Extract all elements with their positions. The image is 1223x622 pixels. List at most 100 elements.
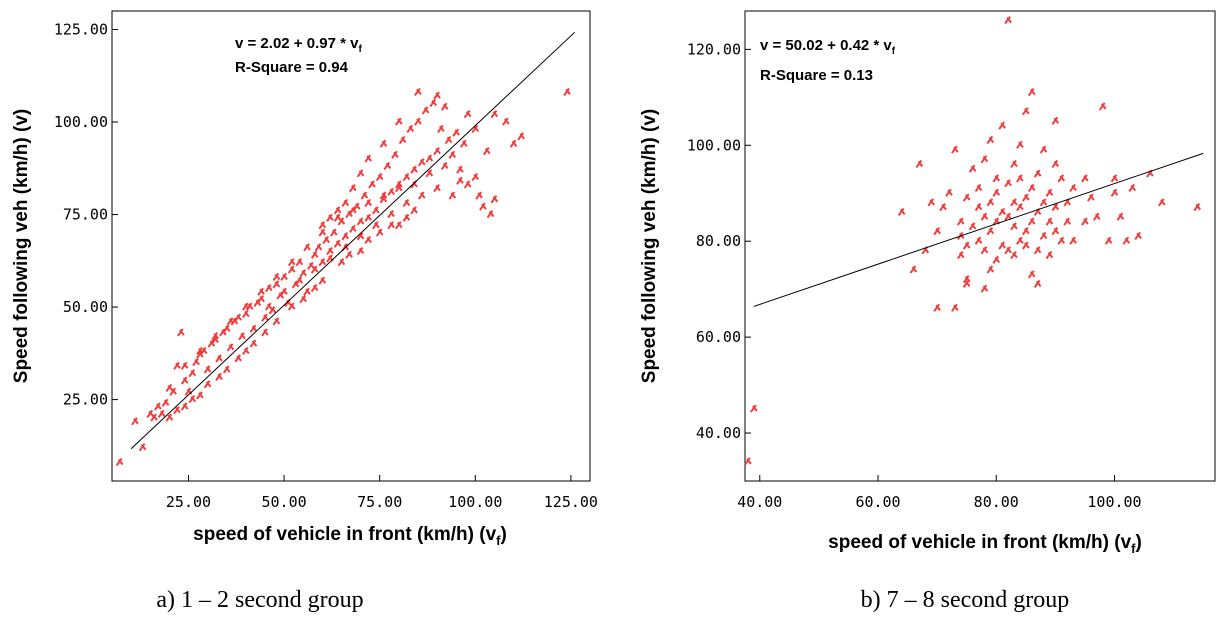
scatter-point [410, 206, 418, 215]
scatter-point [456, 165, 464, 174]
scatter-point [222, 324, 231, 333]
y-tick-label: 60.00 [696, 328, 741, 346]
scatter-point [1098, 102, 1107, 111]
scatter-point [364, 198, 372, 208]
scatter-point [184, 387, 193, 396]
scatter-point [322, 235, 330, 245]
scatter-point [1051, 203, 1060, 212]
scatter-point [509, 139, 518, 148]
scatter-point [115, 457, 124, 467]
scatter-point [333, 206, 342, 215]
scatter-point [1022, 241, 1030, 250]
scatter-point [196, 346, 204, 356]
scatter-point [398, 135, 407, 145]
scatter-point [986, 198, 995, 207]
scatter-point [272, 280, 281, 289]
scatter-point [234, 313, 242, 322]
scatter-point [394, 221, 403, 230]
scatter-point [238, 332, 246, 341]
scatter-point [968, 164, 977, 173]
scatter-point [364, 235, 372, 245]
scatter-point [992, 255, 1001, 264]
scatter-point [349, 206, 357, 215]
scatter-point [939, 203, 947, 212]
scatter-point [379, 139, 388, 148]
scatter-point [463, 180, 472, 189]
scatter-point [1057, 174, 1066, 183]
scatter-point [490, 195, 499, 204]
scatter-point [326, 213, 334, 222]
scatter-point [425, 154, 434, 163]
scatter-point [375, 228, 384, 237]
scatter-point [986, 135, 995, 145]
scatter-point [295, 258, 304, 267]
scatter-point [333, 239, 342, 248]
scatter-point [1110, 174, 1119, 183]
scatter-point [440, 102, 449, 111]
scatter-point [310, 250, 319, 259]
scatter-point [180, 376, 189, 385]
scatter-point [1045, 217, 1054, 226]
x-tick-label: 125.00 [544, 493, 598, 511]
scatter-point [310, 283, 319, 293]
scatter-point [1016, 203, 1024, 212]
scatter-point [414, 117, 422, 126]
x-tick-label: 40.00 [737, 493, 782, 511]
scatter-point [406, 124, 415, 134]
scatter-point [257, 287, 265, 296]
x-tick-label: 75.00 [357, 493, 402, 511]
scatter-point [433, 91, 441, 100]
scatter-point [138, 443, 147, 452]
scatter-point [318, 228, 327, 237]
scatter-point [165, 413, 174, 422]
scatter-point [387, 209, 395, 219]
scatter-point [1045, 188, 1054, 197]
scatter-point [945, 188, 953, 197]
scatter-point [177, 328, 185, 337]
scatter-point [372, 206, 380, 215]
scatter-point [452, 128, 460, 137]
scatter-point [1016, 174, 1024, 183]
scatter-point [364, 213, 372, 222]
scatter-point [425, 169, 434, 178]
scatter-point [1092, 212, 1101, 221]
scatter-point [456, 176, 464, 185]
scatter-point [352, 202, 361, 211]
x-tick-label: 100.00 [448, 493, 502, 511]
scatter-point [414, 87, 422, 96]
scatter-point [1016, 140, 1024, 149]
scatter-point [1051, 159, 1060, 169]
equation-b: v = 50.02 + 0.42 * vf [760, 37, 896, 57]
y-tick-label: 50.00 [63, 298, 108, 316]
scatter-point [326, 254, 334, 263]
scatter-point [998, 121, 1006, 130]
scatter-point [314, 243, 323, 252]
scatter-point [150, 413, 158, 422]
scatter-point [180, 361, 189, 370]
scatter-point [261, 313, 269, 322]
scatter-point [372, 221, 380, 230]
scatter-point [146, 409, 155, 418]
scatter-point [897, 207, 906, 217]
scatter-point [448, 191, 457, 200]
scatter-point [475, 191, 483, 200]
y-tick-label: 80.00 [696, 232, 741, 250]
scatter-point [242, 302, 250, 311]
scatter-point [287, 302, 296, 311]
scatter-point [1045, 251, 1054, 260]
scatter-point [303, 287, 311, 296]
r-square-b: R-Square = 0.13 [760, 67, 873, 84]
scatter-point [387, 221, 395, 230]
x-tick-label: 100.00 [1087, 493, 1141, 511]
scatter-point [1010, 198, 1018, 207]
scatter-point [264, 302, 273, 311]
chart-panel-b: 40.00 60.00 80.00 100.00 40.00 60.00 80.00 100… [639, 10, 1216, 613]
x-axis-label-b: speed of vehicle in front (km/h) (vf) [828, 532, 1142, 556]
scatter-point [1134, 231, 1142, 240]
scatter-point [318, 221, 327, 230]
regression-line [130, 31, 576, 450]
scatter-point [402, 213, 411, 222]
fit-line-a [130, 31, 576, 450]
scatter-point [956, 217, 965, 226]
